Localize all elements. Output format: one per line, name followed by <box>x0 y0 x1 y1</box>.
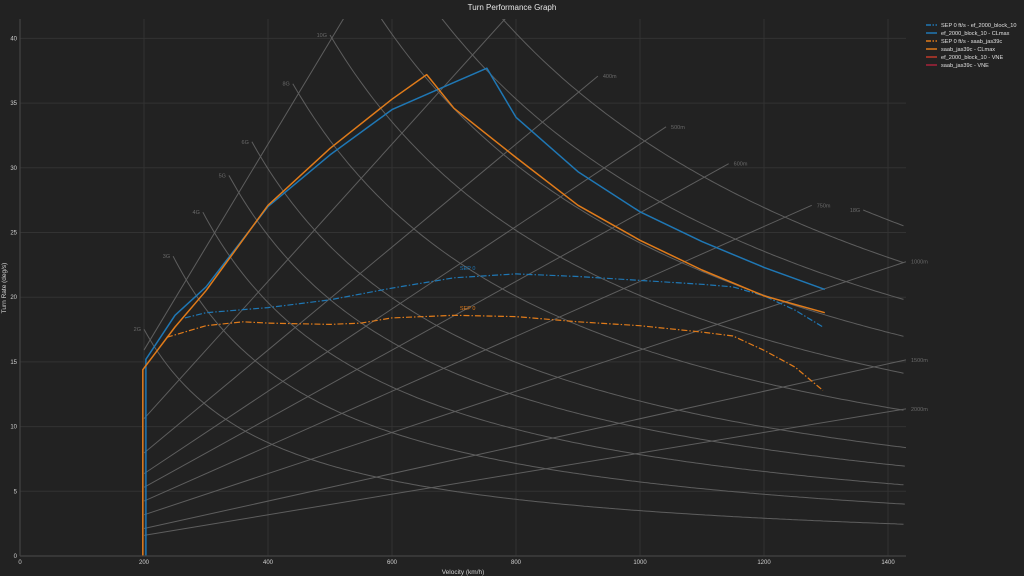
x-tick-label: 200 <box>139 560 150 566</box>
g-load-curve <box>329 34 904 374</box>
g-load-curve <box>380 19 904 337</box>
y-tick-label: 0 <box>14 554 18 560</box>
chart-title: Turn Performance Graph <box>468 3 557 12</box>
sep-label: SEP 0 <box>460 306 476 312</box>
turn-radius-label: 500m <box>671 125 685 131</box>
turn-radius-line <box>143 75 599 454</box>
g-load-curve <box>172 255 905 505</box>
turn-radius-label: 1500m <box>911 358 928 364</box>
grid <box>19 19 906 557</box>
legend-item-label: ef_2000_block_10 - CLmax <box>941 31 1010 37</box>
legend-item-label: ef_2000_block_10 - VNE <box>941 55 1003 61</box>
x-tick-label: 0 <box>18 560 22 566</box>
x-tick-label: 1200 <box>757 560 771 566</box>
series-line <box>142 73 825 556</box>
legend[interactable]: SEP 0 ft/s - ef_2000_block_10 ef_2000_blo… <box>926 23 1016 69</box>
sep-label: SEP 0 <box>460 266 476 272</box>
g-load-label: 5G <box>219 173 226 179</box>
guide-labels: 2G 3G 4G 5G 6G 8G 10G 18G 400m 500m 600m 750m 1000m 1… <box>134 33 929 413</box>
y-tick-label: 25 <box>10 231 17 237</box>
turn-radius-label: 750m <box>817 203 831 209</box>
x-tick-label: 400 <box>263 560 274 566</box>
x-tick-label: 1400 <box>881 560 895 566</box>
g-load-curve <box>863 209 904 227</box>
g-load-curve <box>143 328 904 525</box>
g-load-label: 2G <box>134 327 141 333</box>
turn-radius-label: 1000m <box>911 260 928 266</box>
y-tick-label: 35 <box>10 101 17 107</box>
g-load-label: 3G <box>163 254 170 260</box>
turn-radius-line <box>143 19 506 420</box>
y-tick-label: 30 <box>10 166 17 172</box>
g-load-label: 8G <box>282 82 289 88</box>
legend-item-label: SEP 0 ft/s - saab_jas39c <box>941 39 1002 45</box>
g-load-curve <box>292 83 904 411</box>
turn-radius-line <box>143 163 729 488</box>
g-load-curve <box>251 141 906 449</box>
series-line <box>145 67 826 556</box>
axes: 0 200 400 600 800 1000 1200 1400 0 5 10 15 20 25 30 35 4… <box>10 19 906 566</box>
g-load-curve <box>502 19 904 264</box>
x-axis-label: Velocity (km/h) <box>442 569 485 576</box>
y-tick-label: 20 <box>10 295 17 301</box>
x-tick-label: 1000 <box>633 560 647 566</box>
g-load-curve <box>441 19 904 300</box>
turn-radius-line <box>143 261 906 516</box>
g-load-label: 18G <box>850 208 860 214</box>
turn-radius-line <box>143 408 906 536</box>
turn-radius-label: 2000m <box>911 407 928 413</box>
series-lines <box>142 67 826 556</box>
g-load-curve <box>228 175 905 467</box>
y-tick-label: 5 <box>14 489 18 495</box>
y-tick-label: 10 <box>10 425 17 431</box>
guide-lines <box>143 19 906 536</box>
series-line <box>166 314 824 391</box>
y-axis-label: Turn Rate (deg/s) <box>1 263 8 314</box>
turn-radius-label: 600m <box>734 162 748 168</box>
g-load-label: 10G <box>317 33 327 39</box>
x-tick-label: 800 <box>511 560 522 566</box>
turn-radius-label: 400m <box>603 74 617 80</box>
turn-radius-line <box>143 359 906 530</box>
g-load-label: 6G <box>242 140 249 146</box>
turn-radius-line <box>143 204 812 502</box>
legend-item-label: SEP 0 ft/s - ef_2000_block_10 <box>941 23 1016 29</box>
y-tick-label: 15 <box>10 360 17 366</box>
x-tick-label: 600 <box>387 560 398 566</box>
turn-radius-line <box>143 19 344 351</box>
g-load-label: 4G <box>193 210 200 216</box>
y-tick-label: 40 <box>10 36 17 42</box>
legend-item-label: saab_jas39c - VNE <box>941 63 989 69</box>
turn-radius-line <box>143 126 667 475</box>
legend-item-label: saab_jas39c - CLmax <box>941 47 995 53</box>
